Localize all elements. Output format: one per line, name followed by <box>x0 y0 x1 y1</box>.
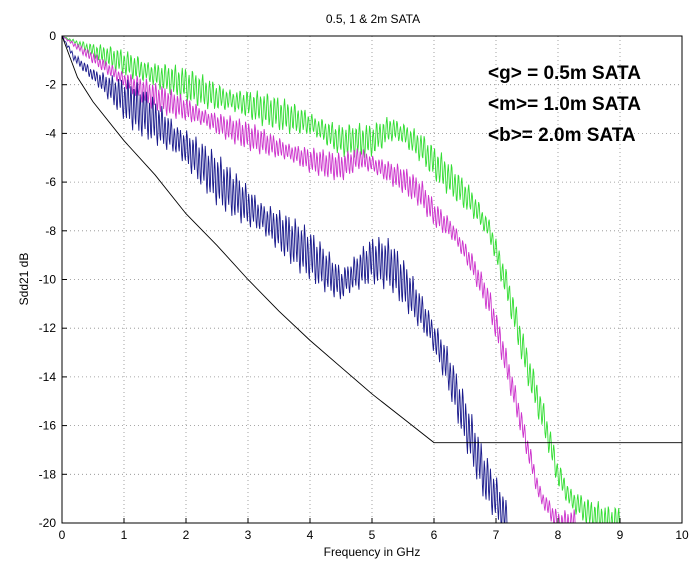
x-axis-label: Frequency in GHz <box>324 545 421 559</box>
y-tick-label: -20 <box>39 516 57 530</box>
x-tick-label: 3 <box>245 528 252 542</box>
y-tick-label: -4 <box>45 126 56 140</box>
x-tick-label: 9 <box>617 528 624 542</box>
series-line-0 <box>62 36 620 523</box>
x-tick-label: 10 <box>675 528 689 542</box>
series-line-2 <box>62 36 508 523</box>
x-tick-label: 4 <box>307 528 314 542</box>
y-tick-label: -2 <box>45 78 56 92</box>
series-layer <box>62 36 682 523</box>
chart-title: 0.5, 1 & 2m SATA <box>326 12 420 26</box>
x-tick-label: 1 <box>121 528 128 542</box>
series-line-1 <box>62 36 576 523</box>
y-tick-label: -10 <box>39 273 57 287</box>
grid-lines <box>62 36 682 523</box>
tick-layer: 0 1 2 3 4 5 6 7 8 9 10 0 -2 -4 -6 -8 -10 -12 -14 -16 -18 -20 <box>39 29 689 542</box>
x-tick-label: 2 <box>183 528 190 542</box>
series-line-3 <box>62 36 682 444</box>
x-tick-label: 7 <box>493 528 500 542</box>
x-tick-label: 5 <box>369 528 376 542</box>
y-tick-label: -14 <box>39 370 57 384</box>
x-tick-label: 6 <box>431 528 438 542</box>
y-tick-label: -8 <box>45 224 56 238</box>
legend-entry-green: <g> = 0.5m SATA <box>488 63 641 84</box>
y-tick-label: 0 <box>49 29 56 43</box>
legend-entry-magenta: <m>= 1.0m SATA <box>488 94 641 115</box>
y-tick-label: -16 <box>39 419 57 433</box>
x-tick-label: 8 <box>555 528 562 542</box>
y-tick-label: -6 <box>45 175 56 189</box>
x-tick-label: 0 <box>59 528 66 542</box>
y-axis-label: Sdd21 dB <box>17 253 31 306</box>
y-tick-label: -18 <box>39 467 57 481</box>
y-tick-label: -12 <box>39 321 57 335</box>
legend-entry-blue: <b>= 2.0m SATA <box>488 125 636 146</box>
